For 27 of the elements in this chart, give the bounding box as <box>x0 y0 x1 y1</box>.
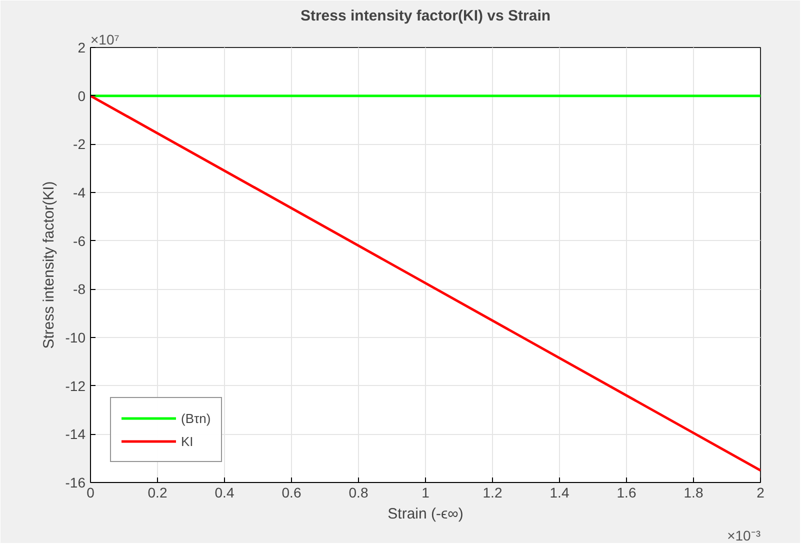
y-tick-label: -14 <box>65 426 86 442</box>
x-tick-label: 1.8 <box>684 484 704 500</box>
x-tick-label: 1.4 <box>550 484 570 500</box>
x-tick-label: 1 <box>422 484 430 500</box>
y-axis-title: Stress intensity factor(KI) <box>40 181 58 349</box>
y-tick-label: -6 <box>73 232 86 249</box>
chart-title: Stress intensity factor(KI) vs Strain <box>300 8 551 24</box>
y-tick-label: -12 <box>65 378 86 394</box>
x-tick-label: 0.8 <box>348 484 368 500</box>
x-tick-label: 0.2 <box>148 484 168 500</box>
y-tick-label: -2 <box>73 136 86 152</box>
legend-label: KI <box>181 434 194 448</box>
x-tick-label: 1.6 <box>616 484 636 500</box>
x-tick-label: 1.2 <box>482 484 502 500</box>
y-tick-label: -16 <box>65 474 86 490</box>
x-tick-label: 0.6 <box>282 484 302 500</box>
y-tick-label: -10 <box>65 330 86 346</box>
y-tick-label: 2 <box>78 40 86 56</box>
text: ×10⁻³ <box>727 528 761 544</box>
x-tick-label: 2 <box>756 484 765 500</box>
legend-label: (Bτn) <box>181 410 211 426</box>
y-tick-label: 0 <box>78 88 86 104</box>
y-tick-label: -8 <box>73 281 86 298</box>
y-tick-label: -4 <box>73 184 86 200</box>
x-axis-title: Strain (-ϵ∞) <box>388 506 464 522</box>
x-tick-label: 0.4 <box>214 484 234 500</box>
annotation: ×10⁷ <box>90 32 120 48</box>
